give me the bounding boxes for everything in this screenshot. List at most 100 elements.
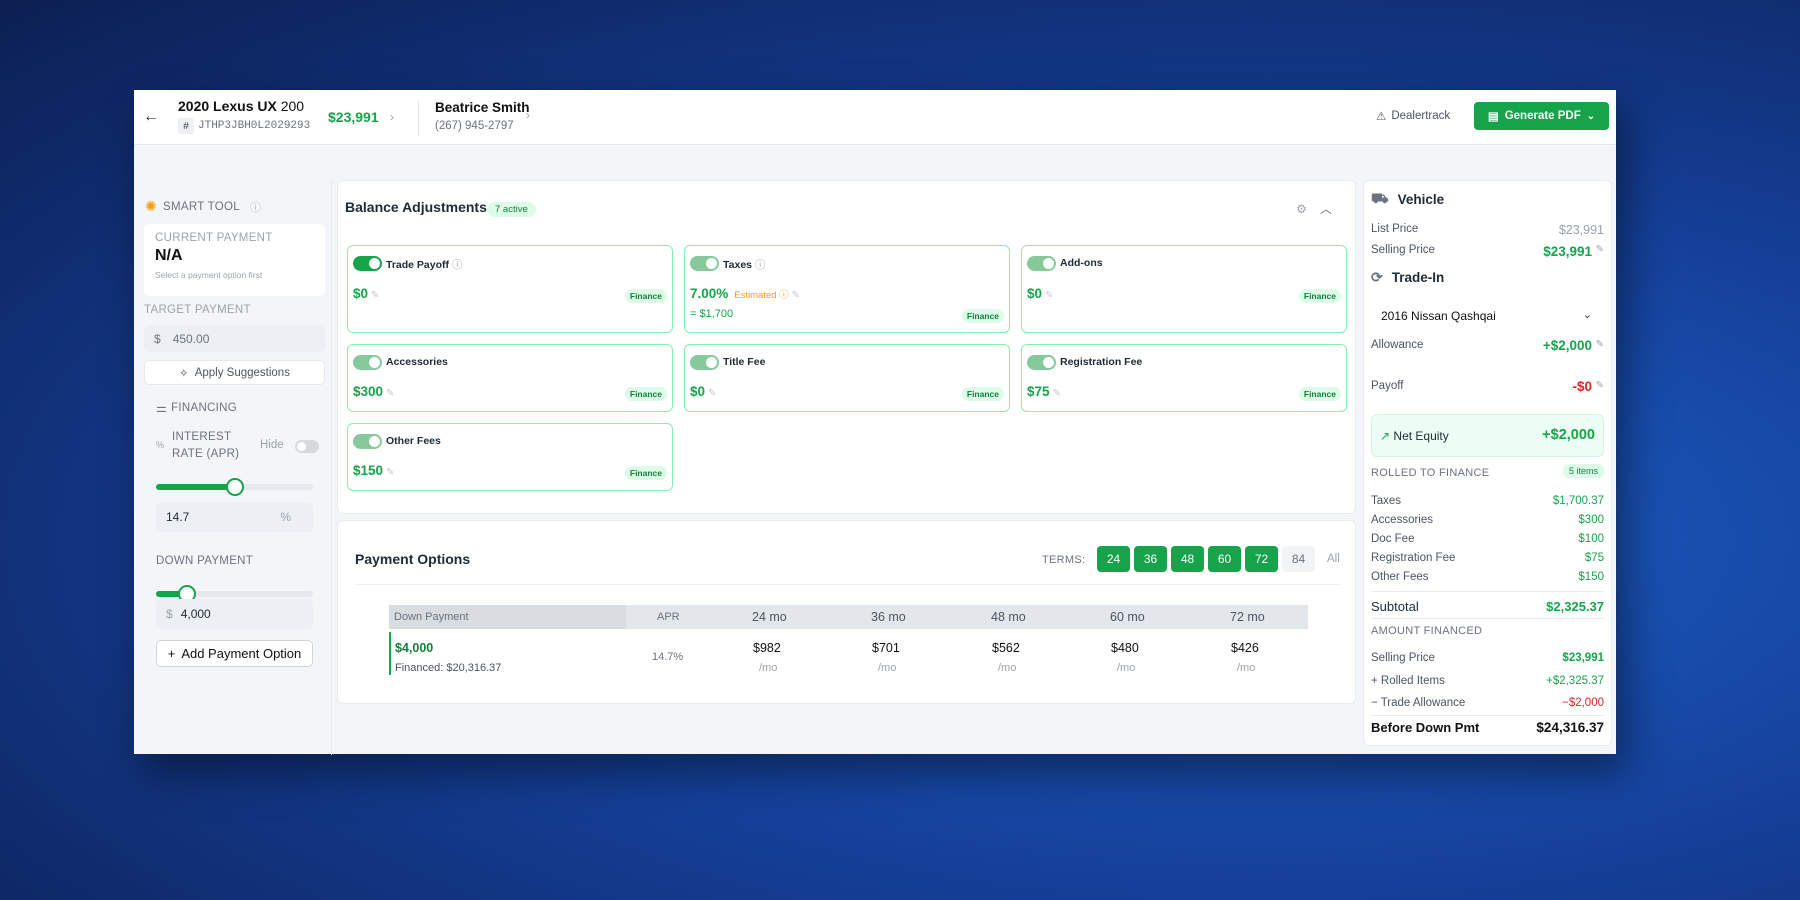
pencil-icon[interactable]: ✎ (1595, 244, 1604, 255)
apr-slider[interactable] (156, 478, 313, 496)
apply-suggestions-label: Apply Suggestions (194, 366, 290, 379)
amount-financed-title: AMOUNT FINANCED (1371, 625, 1483, 637)
adjustment-card-other-fees: Other Fees $150 ✎ Finance (347, 423, 673, 491)
chevron-up-icon[interactable]: ︿ (1320, 202, 1333, 216)
divider (1371, 618, 1604, 619)
sparkle-icon: ✺ (145, 198, 158, 214)
before-down-value: $24,316.37 (1536, 720, 1604, 735)
down-payment-input[interactable]: $ 4,000 (156, 599, 313, 629)
trade-allowance-row: − Trade Allowance −$2,000 (1371, 697, 1604, 709)
payment-48mo[interactable]: $562 (992, 641, 1020, 655)
rolled-items-value: +$2,325.37 (1546, 675, 1604, 687)
header-cell-down (389, 605, 626, 629)
gear-icon[interactable]: ⚙ (1296, 202, 1307, 216)
term-button-84[interactable]: 84 (1282, 546, 1315, 572)
apr-slider-handle[interactable] (226, 478, 244, 496)
net-equity-card: ↗ Net Equity +$2,000 (1371, 414, 1604, 457)
rolled-item-value: $100 (1578, 533, 1604, 545)
pencil-icon[interactable]: ✎ (1595, 380, 1604, 391)
adjustment-value: $0 ✎ (690, 384, 716, 399)
estimated-label: Estimated (734, 290, 777, 301)
pencil-icon[interactable]: ✎ (1045, 290, 1054, 301)
payoff-label: Payoff (1371, 380, 1404, 392)
pencil-icon[interactable]: ✎ (386, 388, 395, 399)
pencil-icon[interactable]: ✎ (386, 467, 395, 478)
accessories-label: Accessories (386, 356, 448, 368)
vin-row: # JTHP3JBH0L2029293 (178, 118, 310, 134)
chevron-right-icon[interactable]: › (526, 108, 530, 122)
column-header-48mo: 48 mo (991, 610, 1026, 624)
rolled-item-value: $1,700.37 (1552, 495, 1604, 507)
add-payment-option-button[interactable]: + Add Payment Option (156, 640, 313, 667)
rolled-item-label: Doc Fee (1371, 533, 1415, 545)
registration-fee-label: Registration Fee (1060, 356, 1143, 368)
trade-in-vehicle-value: 2016 Nissan Qashqai (1381, 309, 1496, 323)
magic-wand-icon: ✧ (179, 367, 189, 380)
info-icon[interactable]: ⓘ (249, 201, 262, 214)
trade-allowance-value: −$2,000 (1562, 697, 1604, 709)
pencil-icon[interactable]: ✎ (791, 290, 801, 301)
term-button-48[interactable]: 48 (1171, 546, 1204, 572)
net-equity-value: +$2,000 (1542, 427, 1595, 443)
vin-number: JTHP3JBH0L2029293 (198, 120, 311, 132)
payment-72mo[interactable]: $426 (1231, 641, 1259, 655)
chevron-right-icon[interactable]: › (390, 110, 394, 124)
selected-row-indicator (389, 632, 391, 675)
adjustment-value: $0 ✎ (353, 286, 379, 301)
registration-fee-toggle[interactable] (1027, 355, 1056, 370)
payment-60mo[interactable]: $480 (1111, 641, 1139, 655)
rolled-items-label: + Rolled Items (1371, 675, 1445, 687)
term-button-60[interactable]: 60 (1208, 546, 1241, 572)
per-month-label: /mo (1237, 662, 1256, 674)
generate-pdf-label: Generate PDF (1504, 110, 1581, 122)
trade-payoff-toggle[interactable] (353, 256, 382, 271)
finance-badge: Finance (961, 309, 1004, 323)
trade-in-vehicle-select[interactable]: 2016 Nissan Qashqai ⌄ (1371, 300, 1604, 332)
adjustment-value: $150 ✎ (353, 463, 394, 478)
add-ons-value: $0 (1027, 286, 1043, 301)
down-payment-slider[interactable] (156, 585, 313, 603)
hide-apr-toggle[interactable] (295, 440, 319, 453)
info-icon[interactable]: ⓘ (451, 259, 463, 271)
allowance-row: Allowance +$2,000 ✎ (1371, 338, 1604, 353)
divider (1371, 591, 1604, 592)
currency-prefix: $ (166, 607, 173, 621)
term-button-72[interactable]: 72 (1245, 546, 1278, 572)
financed-selling-label: Selling Price (1371, 652, 1435, 664)
taxes-rate: 7.00% (690, 286, 729, 301)
pencil-icon[interactable]: ✎ (1595, 339, 1604, 350)
balance-adjustments-panel: Balance Adjustments 7 active ⚙ ︿ Trade P… (337, 180, 1356, 514)
generate-pdf-button[interactable]: ▤ Generate PDF ⌄ (1474, 102, 1609, 130)
target-payment-input[interactable]: $ 450.00 (144, 325, 325, 352)
row-financed-amount: Financed: $20,316.37 (395, 662, 502, 674)
chevron-down-icon: ⌄ (1586, 110, 1596, 122)
down-payment-slider-fill (156, 591, 187, 597)
other-fees-toggle[interactable] (353, 434, 382, 449)
selling-price-value: $23,991 (1543, 244, 1592, 259)
term-button-24[interactable]: 24 (1097, 546, 1130, 572)
pencil-icon[interactable]: ✎ (708, 388, 717, 399)
selling-price-label: Selling Price (1371, 244, 1435, 256)
dealertrack-button[interactable]: ⚠ Dealertrack (1376, 109, 1450, 123)
add-ons-toggle[interactable] (1027, 256, 1056, 271)
dealertrack-label: Dealertrack (1391, 110, 1451, 122)
payment-24mo[interactable]: $982 (753, 641, 781, 655)
rolled-item-row: Taxes $1,700.37 (1371, 495, 1604, 507)
taxes-toggle[interactable] (690, 256, 719, 271)
back-arrow-icon[interactable]: ← (143, 108, 159, 125)
title-fee-toggle[interactable] (690, 355, 719, 370)
per-month-label: /mo (998, 662, 1017, 674)
subtotal-value: $2,325.37 (1546, 599, 1604, 614)
column-header-apr: APR (657, 611, 680, 623)
pencil-icon[interactable]: ✎ (371, 290, 380, 301)
payment-36mo[interactable]: $701 (872, 641, 900, 655)
balance-adjustments-title: Balance Adjustments (345, 199, 487, 215)
pencil-icon[interactable]: ✎ (1052, 388, 1061, 399)
term-button-36[interactable]: 36 (1134, 546, 1167, 572)
terms-all-button[interactable]: All (1327, 553, 1340, 565)
apply-suggestions-button[interactable]: ✧ Apply Suggestions (144, 360, 325, 385)
financing-title: FINANCING (171, 402, 238, 414)
accessories-toggle[interactable] (353, 355, 382, 370)
info-icon[interactable]: ⓘ (754, 259, 766, 271)
apr-input[interactable]: 14.7 % (156, 502, 313, 532)
